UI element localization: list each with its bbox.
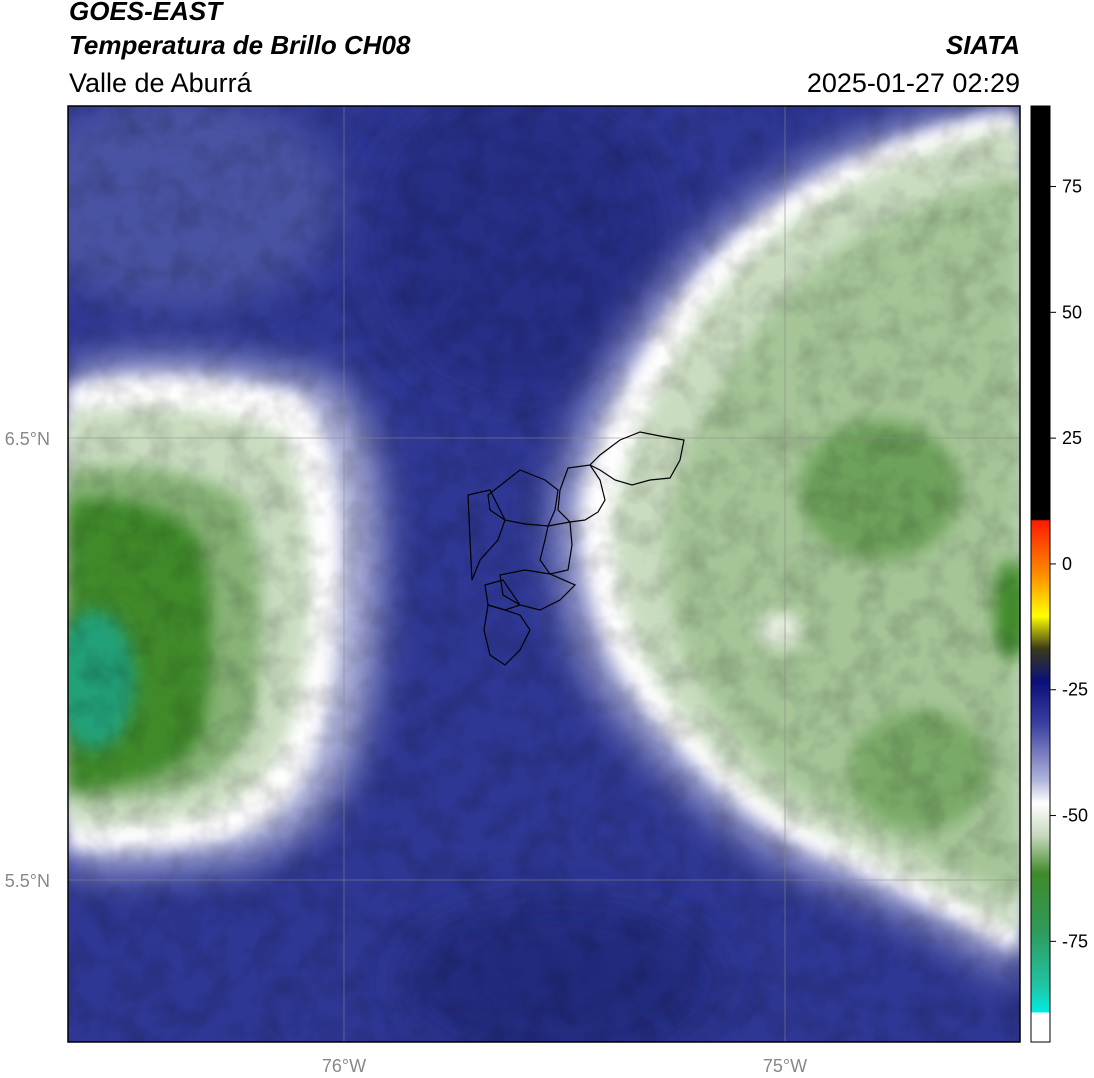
lat-label: 6.5°N <box>5 429 50 449</box>
colorbar-tick-label: -50 <box>1062 806 1088 826</box>
lon-label: 75°W <box>763 1056 807 1076</box>
satellite-title: GOES-EAST <box>69 0 223 26</box>
colorbar-tick-label: -25 <box>1062 680 1088 700</box>
lon-label: 76°W <box>322 1056 366 1076</box>
brightness-temperature-field <box>68 106 1020 1042</box>
map-frame <box>67 105 1021 1043</box>
colorbar-tick-label: 0 <box>1062 554 1072 574</box>
colorbar-tick-label: -75 <box>1062 931 1088 951</box>
timestamp-label: 2025-01-27 02:29 <box>806 68 1020 98</box>
colorbar: 75 50 25 0 -25 -50 -75 <box>1030 105 1088 1043</box>
lat-label: 5.5°N <box>5 871 50 891</box>
colorbar-tick-label: 25 <box>1062 428 1082 448</box>
product-title: Temperatura de Brillo CH08 <box>69 30 411 60</box>
region-label: Valle de Aburrá <box>69 68 252 98</box>
colorbar-tick-label: 50 <box>1062 302 1082 322</box>
colorbar-tick-label: 75 <box>1062 177 1082 197</box>
municipal-boundaries <box>467 431 685 666</box>
agency-label: SIATA <box>945 30 1020 60</box>
gridlines <box>68 106 1020 1042</box>
colorbar-ticks: 75 50 25 0 -25 -50 -75 <box>1050 177 1088 951</box>
